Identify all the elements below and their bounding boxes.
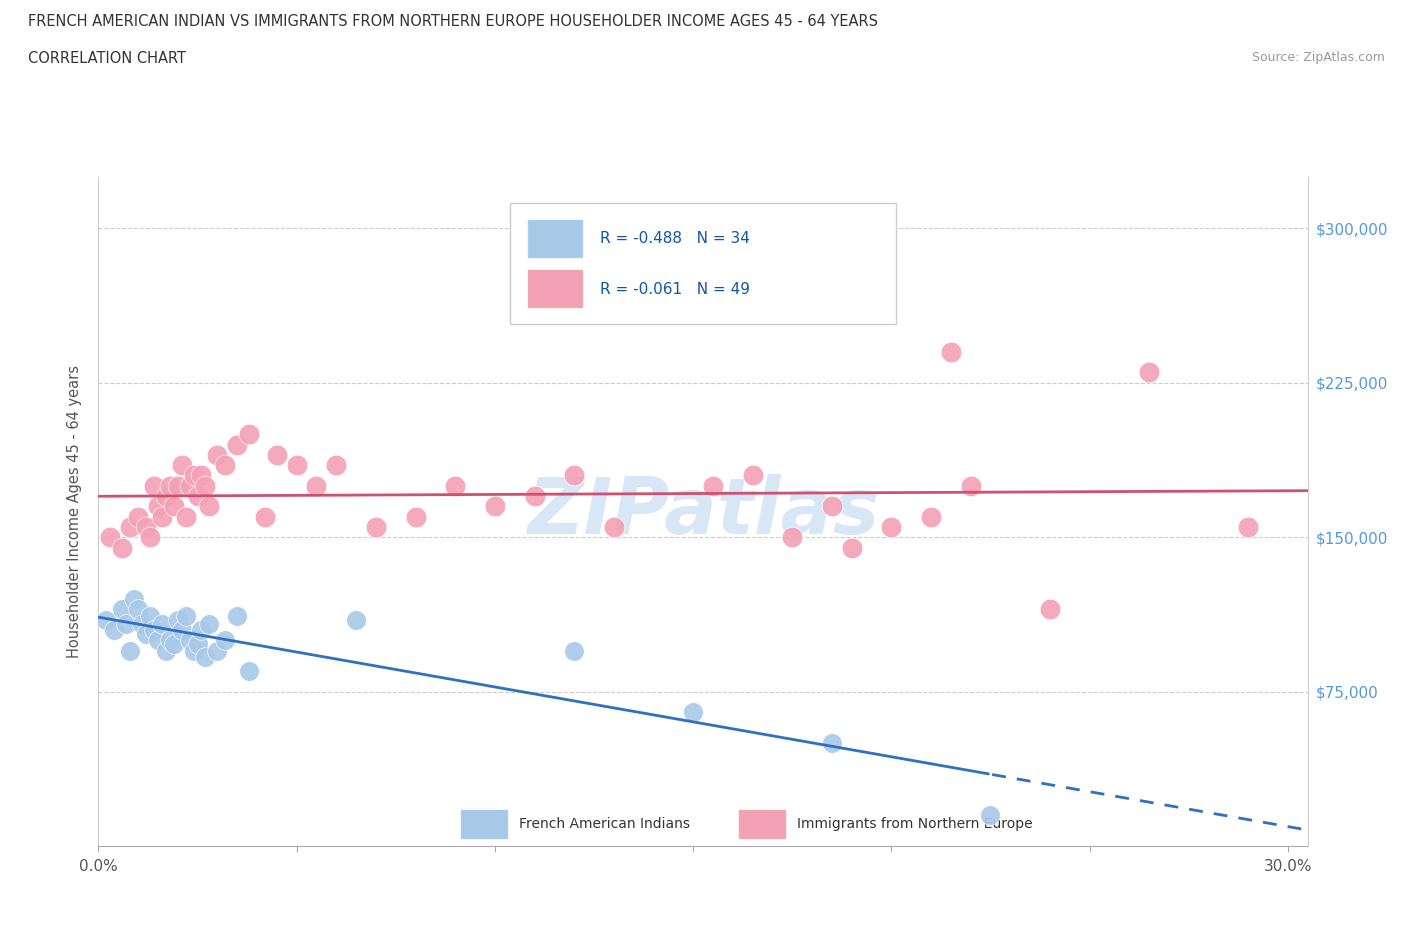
Point (150, 510, 173, 525)
Point (979, 808, 1001, 823)
Point (562, 644, 585, 658)
FancyBboxPatch shape (461, 810, 508, 838)
FancyBboxPatch shape (527, 271, 582, 307)
Text: FRENCH AMERICAN INDIAN VS IMMIGRANTS FROM NORTHERN EUROPE HOUSEHOLDER INCOME AGE: FRENCH AMERICAN INDIAN VS IMMIGRANTS FRO… (28, 14, 879, 29)
Text: French American Indians: French American Indians (519, 817, 690, 831)
FancyBboxPatch shape (509, 204, 897, 324)
FancyBboxPatch shape (527, 220, 582, 257)
Point (111, 602, 134, 617)
Point (603, 520, 626, 535)
Text: Source: ZipAtlas.com: Source: ZipAtlas.com (1251, 51, 1385, 64)
Point (179, 632, 201, 647)
Point (562, 468, 585, 483)
Point (174, 608, 197, 623)
Point (111, 540, 134, 555)
Point (1237, 520, 1260, 535)
Point (139, 608, 162, 623)
Point (920, 510, 942, 525)
Point (484, 498, 506, 513)
Point (122, 591, 145, 606)
Point (821, 736, 844, 751)
Point (155, 644, 177, 658)
Point (207, 644, 229, 658)
Point (186, 488, 208, 503)
Point (253, 510, 276, 525)
Point (344, 612, 367, 627)
Point (103, 622, 125, 637)
Point (285, 458, 308, 472)
Point (96, 612, 118, 627)
Point (135, 520, 157, 535)
Point (238, 427, 260, 442)
Point (780, 530, 803, 545)
Point (305, 478, 328, 493)
Point (159, 478, 181, 493)
Point (841, 540, 863, 555)
Point (170, 458, 193, 472)
Point (166, 612, 188, 627)
Point (214, 632, 236, 647)
Point (1137, 365, 1160, 379)
Point (207, 447, 229, 462)
Point (163, 637, 186, 652)
Point (821, 498, 844, 513)
Point (179, 478, 201, 493)
Text: CORRELATION CHART: CORRELATION CHART (28, 51, 186, 66)
Point (127, 510, 149, 525)
Point (127, 602, 149, 617)
Point (163, 498, 186, 513)
Point (238, 664, 260, 679)
Point (135, 627, 157, 642)
Point (150, 617, 173, 631)
Point (142, 622, 165, 637)
Point (139, 530, 162, 545)
Point (183, 468, 205, 483)
Point (174, 510, 197, 525)
Point (170, 622, 193, 637)
Point (405, 510, 427, 525)
Y-axis label: Householder Income Ages 45 - 64 years: Householder Income Ages 45 - 64 years (67, 365, 83, 658)
Point (325, 458, 347, 472)
Point (115, 617, 138, 631)
Point (190, 468, 212, 483)
Point (226, 437, 249, 452)
Point (120, 520, 142, 535)
FancyBboxPatch shape (740, 810, 785, 838)
Point (194, 478, 217, 493)
Text: R = -0.061   N = 49: R = -0.061 N = 49 (600, 282, 751, 297)
Text: ZIPatlas: ZIPatlas (527, 473, 879, 550)
Point (198, 617, 221, 631)
Point (444, 478, 467, 493)
Point (939, 344, 962, 359)
Point (741, 468, 763, 483)
Point (702, 478, 724, 493)
Point (214, 458, 236, 472)
Point (1039, 602, 1062, 617)
Point (142, 478, 165, 493)
Point (190, 622, 212, 637)
Point (523, 488, 546, 503)
Point (682, 705, 704, 720)
Point (364, 520, 387, 535)
Point (880, 520, 903, 535)
Point (131, 617, 153, 631)
Text: Immigrants from Northern Europe: Immigrants from Northern Europe (797, 817, 1033, 831)
Point (146, 498, 169, 513)
Point (198, 498, 221, 513)
Text: R = -0.488   N = 34: R = -0.488 N = 34 (600, 232, 749, 246)
Point (194, 649, 217, 664)
Point (98, 530, 121, 545)
Point (159, 632, 181, 647)
Point (155, 488, 177, 503)
Point (959, 478, 981, 493)
Point (166, 478, 188, 493)
Point (183, 644, 205, 658)
Point (146, 632, 169, 647)
Point (266, 447, 288, 462)
Point (226, 608, 249, 623)
Point (120, 644, 142, 658)
Point (186, 637, 208, 652)
